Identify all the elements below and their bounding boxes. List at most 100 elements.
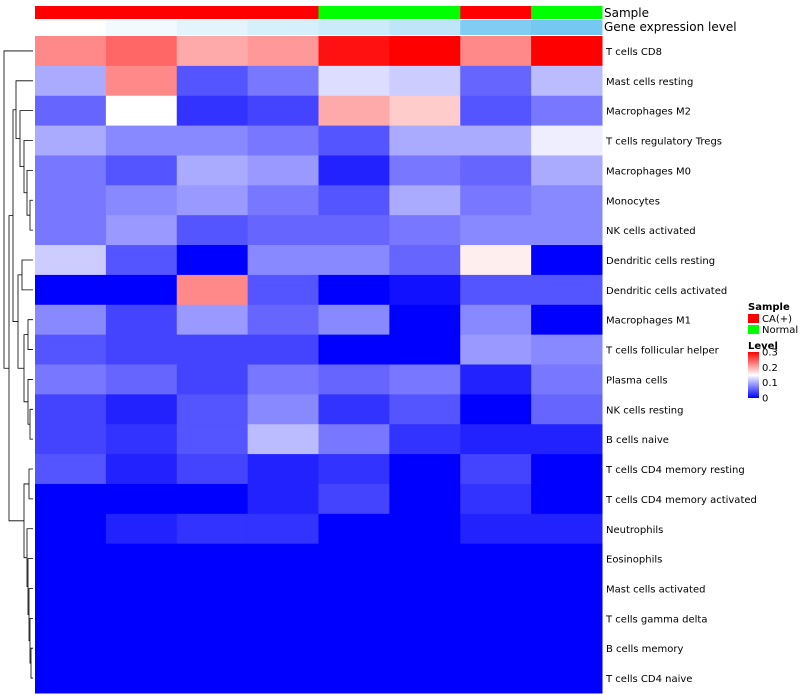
dendrogram-branch bbox=[28, 468, 33, 500]
heatmap-cell bbox=[247, 483, 319, 515]
row-label: B cells naive bbox=[606, 435, 669, 446]
heatmap-cell bbox=[35, 543, 107, 575]
heatmap-cell bbox=[247, 95, 319, 127]
expression-track-cell bbox=[318, 20, 390, 35]
heatmap-cell bbox=[35, 483, 107, 515]
heatmap-cell bbox=[531, 245, 603, 276]
heatmap-cell bbox=[460, 424, 532, 455]
heatmap-cell bbox=[389, 633, 461, 664]
heatmap-cell bbox=[247, 603, 319, 634]
heatmap-cell bbox=[318, 95, 390, 127]
row-dendrogram bbox=[3, 50, 33, 679]
expression-track-cell bbox=[35, 20, 107, 35]
heatmap-cell bbox=[389, 603, 461, 634]
heatmap-cell bbox=[176, 424, 249, 455]
heatmap-cell bbox=[389, 513, 461, 545]
heatmap-cell bbox=[318, 215, 390, 246]
heatmap-cell bbox=[176, 334, 249, 365]
heatmap-cell bbox=[531, 483, 603, 515]
dendrogram-branch bbox=[29, 408, 33, 440]
heatmap-cell bbox=[460, 185, 532, 216]
heatmap-cell bbox=[389, 245, 461, 276]
row-label: Dendritic cells resting bbox=[606, 256, 715, 267]
heatmap-cell bbox=[460, 36, 532, 67]
heatmap-cell bbox=[389, 95, 461, 127]
heatmap-cell bbox=[35, 274, 107, 306]
dendrogram-branch bbox=[23, 334, 28, 403]
heatmap-cell bbox=[318, 65, 390, 97]
heatmap-cells bbox=[35, 36, 603, 694]
heatmap-cell bbox=[460, 633, 532, 664]
heatmap-cell bbox=[318, 513, 390, 545]
heatmap-cell bbox=[389, 364, 461, 395]
row-label: B cells memory bbox=[606, 644, 683, 655]
heatmap-cell bbox=[389, 424, 461, 455]
heatmap-cell bbox=[389, 65, 461, 97]
heatmap-cell bbox=[318, 424, 390, 455]
heatmap-cell bbox=[176, 65, 249, 97]
row-label: Neutrophils bbox=[606, 525, 663, 536]
heatmap-cell bbox=[318, 274, 390, 306]
heatmap-cell bbox=[531, 513, 603, 545]
sample-track-cell bbox=[460, 6, 532, 19]
heatmap-cell bbox=[176, 364, 249, 395]
heatmap-cell bbox=[389, 334, 461, 365]
heatmap-cell bbox=[318, 185, 390, 216]
heatmap-cell bbox=[389, 274, 461, 306]
heatmap-cell bbox=[389, 454, 461, 485]
heatmap-cell bbox=[35, 633, 107, 664]
row-label: Macrophages M0 bbox=[606, 166, 691, 177]
heatmap-cell bbox=[460, 394, 532, 425]
heatmap-cell bbox=[531, 304, 603, 336]
row-label: Macrophages M2 bbox=[606, 107, 691, 118]
dendrogram-branch bbox=[17, 274, 24, 369]
heatmap-cell bbox=[460, 95, 532, 127]
heatmap-cell bbox=[35, 245, 107, 276]
row-labels: T cells CD8 Mast cells resting Macrophages… bbox=[605, 47, 757, 685]
dendrogram-branch bbox=[27, 379, 33, 425]
heatmap-cell bbox=[460, 155, 532, 186]
row-label: T cells CD4 memory activated bbox=[605, 495, 757, 506]
heatmap-cell bbox=[460, 483, 532, 515]
heatmap-cell bbox=[176, 483, 249, 515]
heatmap-cell bbox=[176, 633, 249, 664]
heatmap-cell bbox=[460, 215, 532, 246]
sample-track-label: Sample bbox=[604, 6, 649, 20]
heatmap-cell bbox=[176, 394, 249, 425]
expression-track-cell bbox=[531, 20, 603, 35]
heatmap-cell bbox=[318, 155, 390, 186]
row-label: Monocytes bbox=[606, 196, 660, 207]
legend-color-bar bbox=[748, 352, 759, 398]
heatmap-cell bbox=[318, 245, 390, 276]
row-label: Eosinophils bbox=[606, 555, 662, 566]
heatmap-cell bbox=[105, 215, 178, 246]
heatmap-cell bbox=[176, 573, 249, 604]
heatmap-cell bbox=[176, 95, 249, 127]
heatmap-cell bbox=[247, 573, 319, 604]
heatmap-cell bbox=[176, 155, 249, 186]
heatmap-cell bbox=[105, 36, 178, 67]
heatmap-cell bbox=[531, 364, 603, 395]
heatmap-cell bbox=[247, 454, 319, 485]
row-label: T cells follicular helper bbox=[605, 346, 720, 357]
heatmap-cell bbox=[460, 513, 532, 545]
heatmap-cell bbox=[247, 304, 319, 336]
heatmap-cell bbox=[247, 633, 319, 664]
heatmap-cell bbox=[389, 483, 461, 515]
legend-label-ca: CA(+) bbox=[762, 314, 792, 325]
heatmap-cell bbox=[318, 573, 390, 604]
dendrogram-branch bbox=[23, 140, 33, 194]
heatmap-cell bbox=[247, 334, 319, 365]
heatmap-cell bbox=[247, 663, 319, 694]
sample-track-cell bbox=[35, 6, 107, 19]
heatmap-cell bbox=[176, 36, 249, 67]
heatmap-cell bbox=[531, 663, 603, 694]
heatmap-cell bbox=[35, 125, 107, 156]
heatmap-cell bbox=[247, 513, 319, 545]
dendrogram-branch bbox=[21, 259, 33, 291]
expression-track-cell bbox=[105, 20, 178, 35]
heatmap-cell bbox=[35, 334, 107, 365]
annotation-tracks bbox=[35, 6, 603, 35]
heatmap-cell bbox=[176, 663, 249, 694]
expression-track-cell bbox=[460, 20, 532, 35]
